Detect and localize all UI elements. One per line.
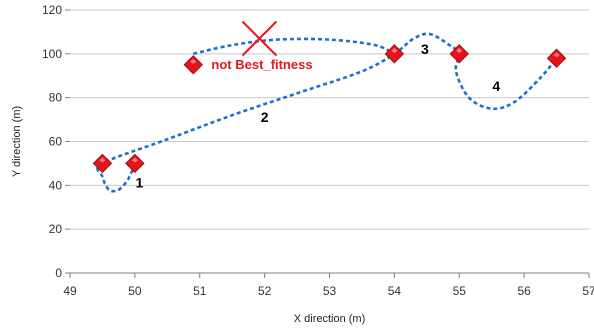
segment-label: 4 (492, 78, 500, 94)
waypoint-marker (125, 153, 145, 174)
x-tick-label: 50 (128, 284, 142, 298)
x-tick-label: 57 (582, 284, 594, 298)
marker-highlight (190, 58, 197, 64)
waypoint-markers (92, 44, 567, 174)
marker-highlight (131, 157, 138, 163)
x-tick-label: 56 (517, 284, 531, 298)
x-axis-ticks: 49 50 51 52 53 54 55 56 57 (63, 273, 594, 298)
segment-label: 2 (261, 109, 269, 125)
gridlines (70, 9, 589, 230)
y-axis-ticks: 0 20 40 60 80 100 120 (42, 3, 70, 280)
marker-highlight (391, 47, 398, 53)
trajectory-path (96, 32, 558, 193)
y-tick-label: 60 (49, 135, 63, 149)
cross-stroke (241, 20, 278, 57)
x-tick-label: 55 (453, 284, 467, 298)
x-tick-label: 49 (63, 284, 77, 298)
marker-highlight (99, 157, 106, 163)
y-tick-label: 100 (42, 47, 62, 61)
y-tick-label: 20 (49, 222, 63, 236)
waypoint-marker (384, 44, 405, 64)
marker-highlight (456, 47, 463, 53)
x-tick-label: 51 (193, 284, 207, 298)
annotation-label: not Best_fitness (211, 57, 312, 72)
y-tick-label: 120 (42, 3, 62, 17)
segment-label: 1 (136, 175, 144, 191)
waypoint-marker (92, 153, 113, 174)
rejected-path (193, 37, 395, 56)
segment-label: 3 (421, 41, 429, 57)
waypoint-marker (546, 48, 567, 68)
y-tick-label: 80 (49, 91, 63, 105)
y-axis-title: Y direction (m) (11, 106, 23, 177)
rejected-cross-icon (241, 20, 278, 57)
waypoint-marker (449, 44, 469, 64)
x-tick-label: 52 (258, 284, 272, 298)
y-tick-label: 40 (49, 178, 63, 192)
x-tick-label: 53 (323, 284, 337, 298)
x-tick-label: 54 (388, 284, 402, 298)
y-tick-label: 0 (55, 266, 62, 280)
x-axis-title: X direction (m) (294, 313, 366, 325)
waypoint-marker (183, 55, 203, 75)
segment-labels: 1 2 3 4 (136, 41, 501, 191)
marker-highlight (553, 52, 560, 58)
